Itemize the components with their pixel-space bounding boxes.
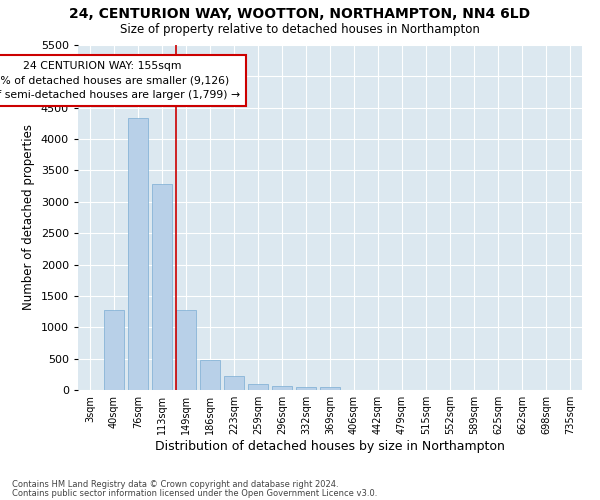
- Bar: [248, 384, 268, 390]
- Text: Size of property relative to detached houses in Northampton: Size of property relative to detached ho…: [120, 22, 480, 36]
- Text: 24 CENTURION WAY: 155sqm
← 83% of detached houses are smaller (9,126)
16% of sem: 24 CENTURION WAY: 155sqm ← 83% of detach…: [0, 60, 241, 100]
- Text: Contains HM Land Registry data © Crown copyright and database right 2024.: Contains HM Land Registry data © Crown c…: [12, 480, 338, 489]
- Bar: [320, 387, 340, 390]
- Bar: [224, 376, 244, 390]
- Bar: [176, 310, 196, 390]
- Bar: [128, 118, 148, 390]
- Y-axis label: Number of detached properties: Number of detached properties: [22, 124, 35, 310]
- Text: Contains public sector information licensed under the Open Government Licence v3: Contains public sector information licen…: [12, 488, 377, 498]
- Bar: [200, 360, 220, 390]
- Bar: [104, 310, 124, 390]
- Text: 24, CENTURION WAY, WOOTTON, NORTHAMPTON, NN4 6LD: 24, CENTURION WAY, WOOTTON, NORTHAMPTON,…: [70, 8, 530, 22]
- Bar: [272, 386, 292, 390]
- Bar: [296, 387, 316, 390]
- Bar: [152, 184, 172, 390]
- X-axis label: Distribution of detached houses by size in Northampton: Distribution of detached houses by size …: [155, 440, 505, 453]
